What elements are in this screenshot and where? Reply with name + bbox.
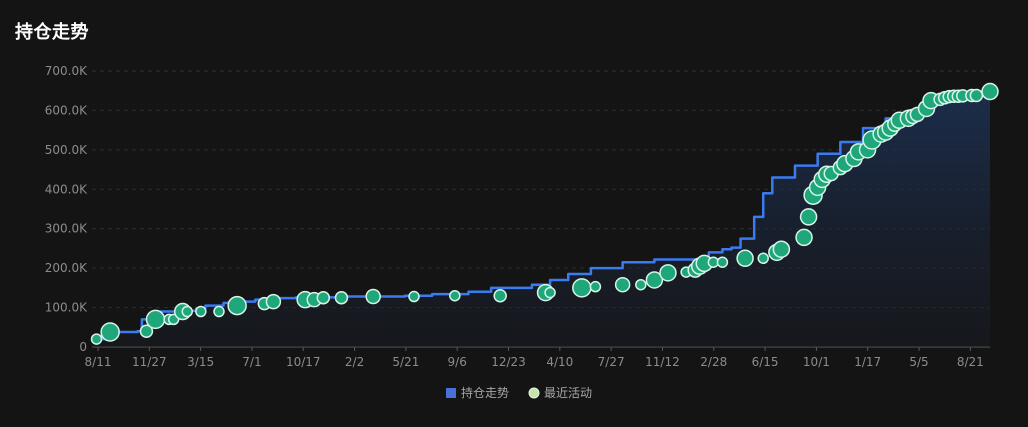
- x-tick-label: 8/11: [85, 355, 112, 369]
- activity-point[interactable]: [90, 333, 103, 345]
- activity-point[interactable]: [589, 280, 602, 293]
- activity-point[interactable]: [635, 278, 647, 291]
- activity-point[interactable]: [799, 208, 818, 226]
- x-tick-label: 5/21: [392, 355, 419, 369]
- x-tick-label: 2/2: [345, 355, 364, 369]
- activity-point[interactable]: [736, 249, 754, 268]
- activity-point[interactable]: [969, 88, 984, 103]
- x-tick-label: 5/5: [909, 355, 928, 369]
- activity-point[interactable]: [645, 271, 664, 289]
- activity-point[interactable]: [334, 290, 349, 305]
- legend-swatch-holdings: [446, 388, 456, 398]
- x-tick-label: 12/23: [491, 355, 526, 369]
- activity-point[interactable]: [716, 256, 729, 268]
- activity-point[interactable]: [493, 288, 507, 303]
- activity-point[interactable]: [195, 305, 207, 318]
- activity-point[interactable]: [265, 293, 282, 310]
- activity-point[interactable]: [757, 252, 769, 265]
- activity-point[interactable]: [659, 264, 677, 282]
- y-tick-label: 100.0K: [45, 301, 88, 315]
- y-tick-label: 500.0K: [45, 143, 88, 157]
- x-tick-label: 10/17: [286, 355, 321, 369]
- activity-point[interactable]: [544, 286, 556, 299]
- activity-point[interactable]: [449, 289, 461, 302]
- activity-point[interactable]: [181, 305, 193, 318]
- legend-label-holdings[interactable]: 持仓走势: [461, 385, 509, 400]
- y-tick-label: 200.0K: [45, 261, 88, 275]
- x-tick-label: 11/12: [645, 355, 680, 369]
- x-tick-label: 7/27: [598, 355, 625, 369]
- activity-point[interactable]: [365, 288, 381, 305]
- legend-label-activity[interactable]: 最近活动: [544, 386, 592, 400]
- activity-point[interactable]: [981, 82, 999, 101]
- x-tick-label: 8/21: [957, 355, 984, 369]
- activity-point[interactable]: [772, 240, 791, 258]
- y-tick-label: 700.0K: [45, 64, 88, 78]
- y-tick-label: 0: [79, 340, 87, 354]
- y-tick-label: 400.0K: [45, 182, 88, 196]
- x-tick-label: 3/15: [187, 355, 214, 369]
- activity-point[interactable]: [100, 322, 120, 342]
- y-tick-label: 600.0K: [45, 103, 88, 117]
- x-tick-label: 4/10: [546, 355, 573, 369]
- x-tick-label: 10/1: [803, 355, 830, 369]
- activity-point[interactable]: [316, 290, 331, 305]
- y-tick-label: 300.0K: [45, 222, 88, 236]
- activity-point[interactable]: [572, 278, 592, 298]
- activity-point[interactable]: [227, 295, 247, 316]
- activity-point[interactable]: [614, 276, 631, 293]
- activity-point[interactable]: [408, 290, 420, 303]
- legend-swatch-activity: [528, 387, 540, 399]
- x-tick-label: 7/1: [242, 355, 261, 369]
- activity-point[interactable]: [139, 324, 154, 338]
- activity-point[interactable]: [795, 228, 813, 247]
- holdings-area: [92, 91, 990, 347]
- x-tick-label: 9/6: [448, 355, 467, 369]
- activity-point[interactable]: [145, 309, 166, 330]
- activity-point[interactable]: [213, 305, 225, 318]
- chart-title: 持仓走势: [15, 22, 89, 43]
- x-tick-label: 6/15: [752, 355, 779, 369]
- x-tick-label: 1/17: [854, 355, 881, 369]
- x-tick-label: 11/27: [132, 355, 167, 369]
- x-tick-label: 2/28: [700, 355, 727, 369]
